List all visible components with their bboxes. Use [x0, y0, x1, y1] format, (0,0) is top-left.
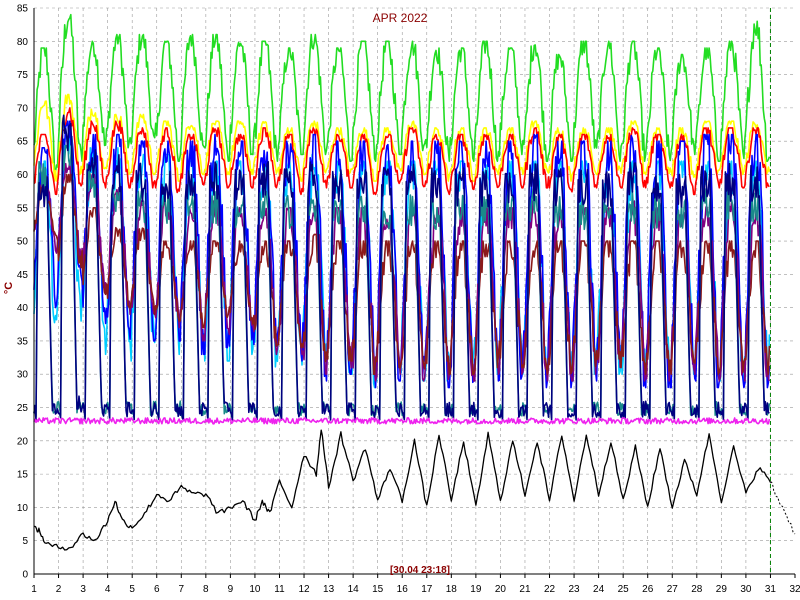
y-tick-label: 5	[22, 536, 28, 547]
x-tick-label: 7	[179, 584, 185, 595]
series-line-1	[33, 93, 771, 182]
series-line-5	[33, 160, 771, 382]
chart-title: APR 2022	[373, 11, 428, 25]
y-tick-label: 75	[17, 70, 29, 81]
y-tick-label: 20	[17, 436, 29, 447]
x-tick-label: 25	[618, 584, 630, 595]
y-tick-label: 30	[17, 370, 29, 381]
x-tick-label: 4	[105, 584, 111, 595]
y-tick-label: 40	[17, 303, 29, 314]
y-tick-label: 10	[17, 503, 29, 514]
x-tick-label: 12	[298, 584, 310, 595]
series-line-9	[33, 417, 771, 425]
x-tick-label: 17	[421, 584, 433, 595]
x-tick-label: 2	[56, 584, 62, 595]
y-tick-label: 0	[22, 570, 28, 581]
x-tick-label: 5	[129, 584, 135, 595]
x-tick-label: 29	[716, 584, 728, 595]
series-line-2	[33, 107, 770, 196]
series-line-0	[33, 13, 771, 174]
x-tick-label: 13	[323, 584, 335, 595]
x-tick-label: 1	[31, 584, 37, 595]
series-line-10	[33, 429, 772, 551]
x-tick-label: 32	[789, 584, 800, 595]
x-tick-label: 6	[154, 584, 160, 595]
x-tick-label: 8	[203, 584, 209, 595]
x-tick-label: 14	[348, 584, 360, 595]
series-area	[33, 8, 796, 574]
y-tick-label: 60	[17, 170, 29, 181]
y-tick-label: 25	[17, 403, 29, 414]
x-tick-label: 28	[691, 584, 703, 595]
x-tick-label: 20	[495, 584, 507, 595]
y-tick-label: 50	[17, 237, 29, 248]
x-tick-label: 31	[765, 584, 777, 595]
x-tick-label: 16	[397, 584, 409, 595]
x-tick-label: 27	[667, 584, 679, 595]
x-tick-label: 10	[249, 584, 261, 595]
y-tick-label: 65	[17, 137, 29, 148]
series-forecast-10	[770, 481, 796, 535]
x-tick-label: 21	[519, 584, 531, 595]
y-tick-label: 80	[17, 37, 29, 48]
y-tick-label: 45	[17, 270, 29, 281]
x-tick-label: 23	[569, 584, 581, 595]
x-tick-label: 22	[544, 584, 556, 595]
y-tick-label: 35	[17, 336, 29, 347]
series-line-6	[33, 173, 771, 375]
x-tick-label: 19	[470, 584, 482, 595]
cursor-timestamp: [30.04 23:18]	[390, 565, 450, 576]
x-tick-label: 3	[80, 584, 86, 595]
y-tick-label: 85	[17, 4, 29, 15]
x-tick-label: 30	[740, 584, 752, 595]
series-line-8	[33, 114, 770, 421]
x-tick-label: 24	[593, 584, 605, 595]
x-tick-label: 9	[228, 584, 234, 595]
x-tick-label: 26	[642, 584, 654, 595]
y-tick-label: 55	[17, 203, 29, 214]
y-tick-label: 70	[17, 103, 29, 114]
x-tick-label: 18	[446, 584, 458, 595]
x-tick-label: 11	[274, 584, 285, 595]
x-tick-label: 15	[372, 584, 384, 595]
y-tick-label: 15	[17, 470, 29, 481]
y-axis-label: °C	[3, 282, 15, 294]
